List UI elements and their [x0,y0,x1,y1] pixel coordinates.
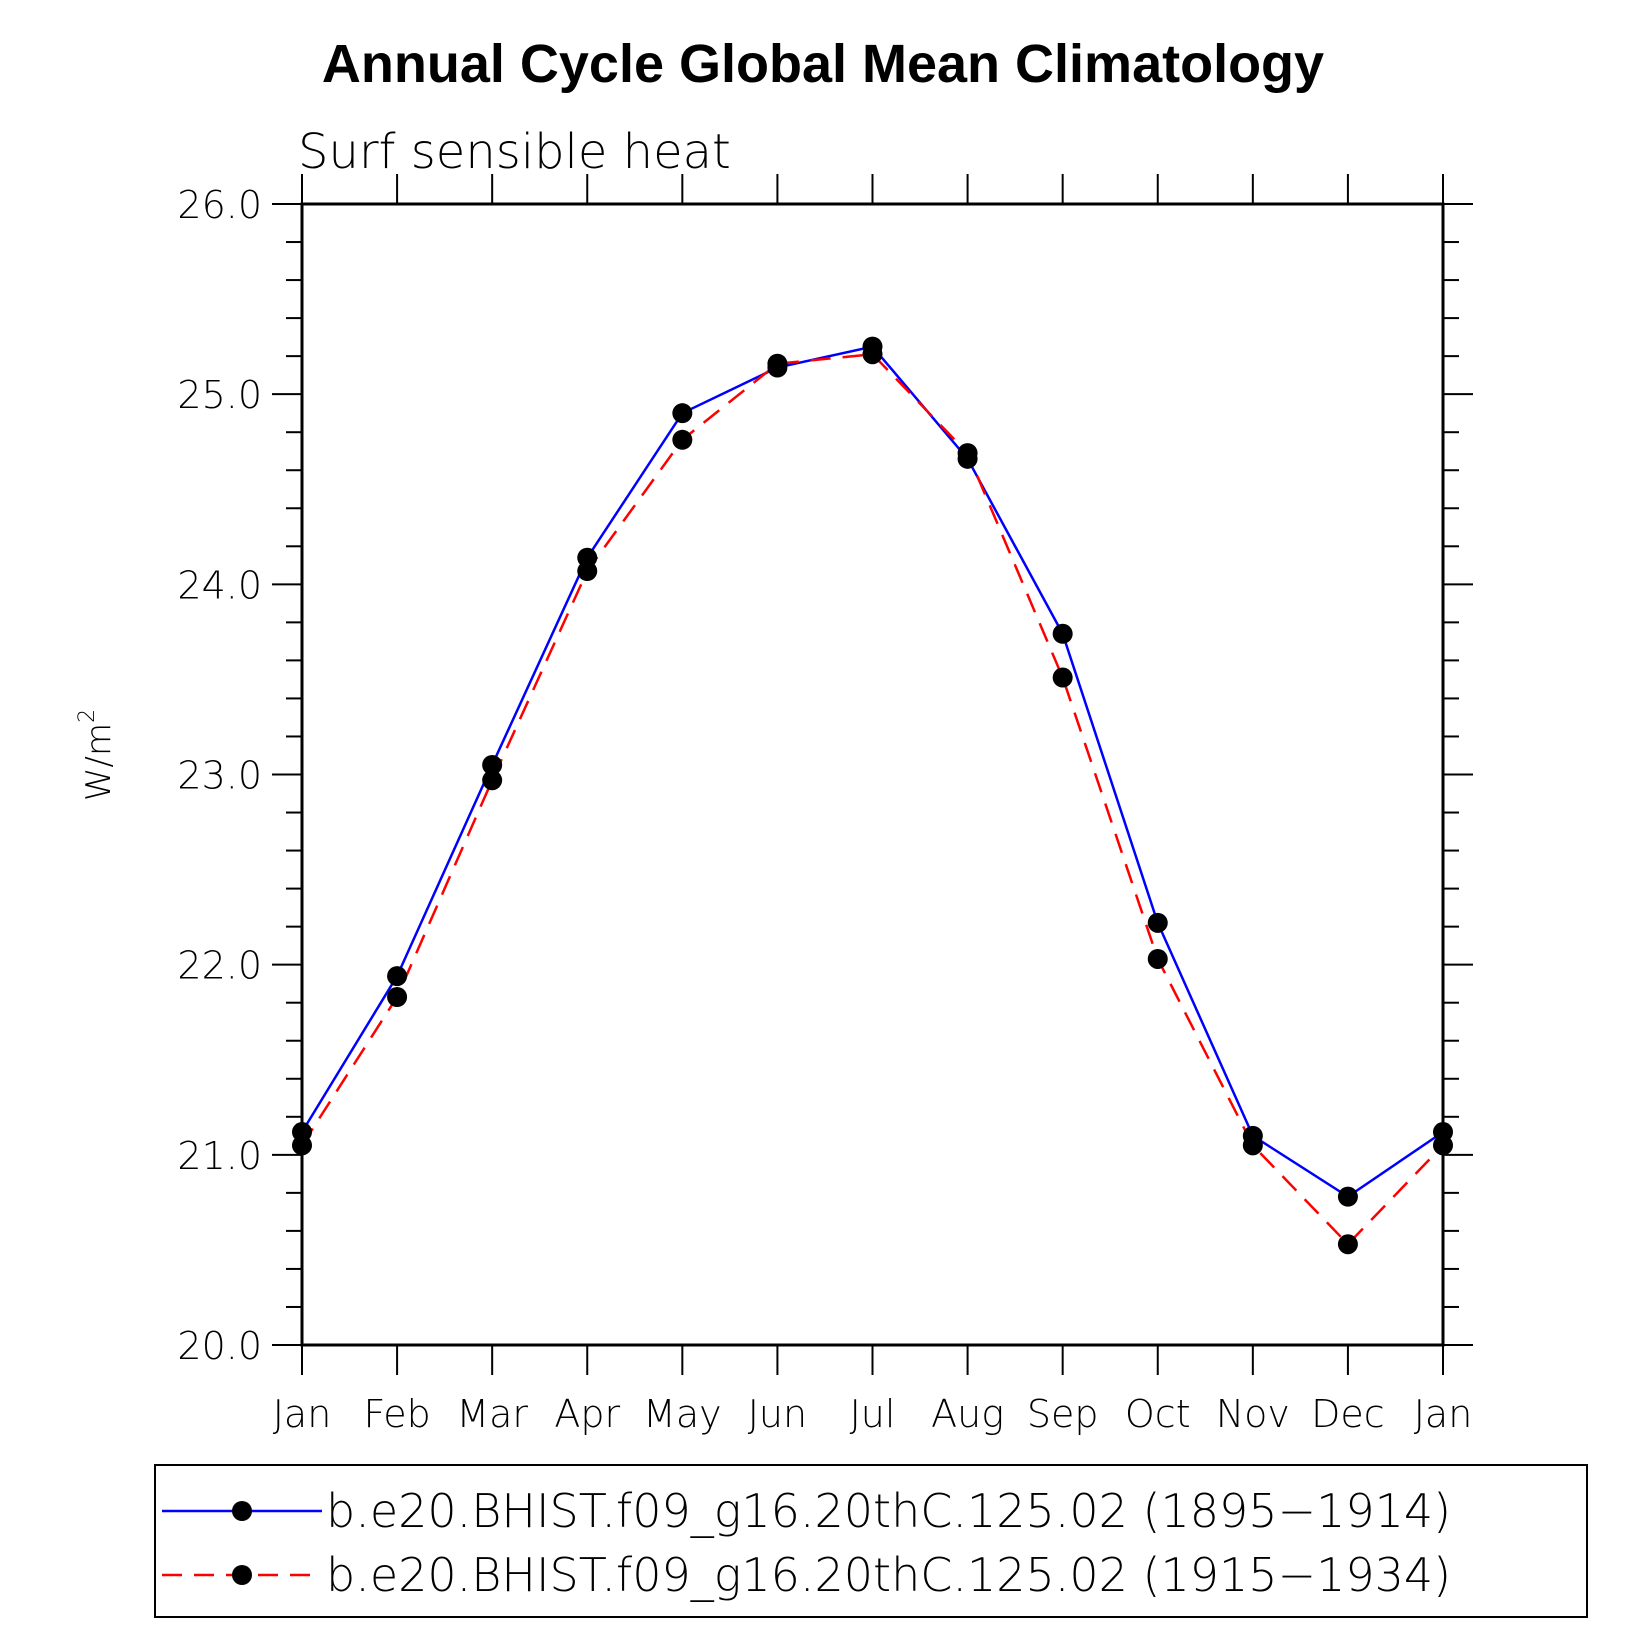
plot-frame [300,202,1445,1347]
series-2-point [957,443,978,464]
x-tick-label: Jan [1414,1392,1473,1436]
series-2-point [672,429,693,450]
x-tick-label: Jan [273,1392,332,1436]
legend-marker-1 [232,1501,252,1521]
series-1-point [482,754,503,775]
series-2-point [482,770,503,791]
series-line-1 [300,345,1444,1199]
series-2-point [1337,1234,1358,1255]
chart-subtitle: Surf sensible heat [298,124,731,180]
svg-text:W/m2: W/m2 [75,709,119,801]
x-tick-label: Dec [1311,1392,1385,1436]
x-tick-label: Jun [748,1392,807,1436]
y-tick-label: 26.0 [177,183,262,227]
series-line-2 [300,352,1444,1247]
series-1-point [1052,623,1073,644]
x-tick-label: Feb [363,1392,430,1436]
x-tick-label: Jul [850,1392,896,1436]
y-tick-label: 25.0 [177,373,262,417]
y-axis-label: W/m2 [75,709,119,801]
x-tick-label: Nov [1216,1392,1290,1436]
y-tick-label: 24.0 [177,563,262,607]
x-tick-label: May [643,1392,722,1436]
series-2-point [387,986,408,1007]
series-1-point [387,966,408,987]
y-axis-label-superscript: 2 [75,709,100,723]
x-tick-label: Mar [456,1392,528,1436]
legend: b.e20.BHIST.f09_g16.20thC.125.02 (1895−1… [162,1484,1451,1602]
series-1-point [672,403,693,424]
legend-box [154,1464,1588,1618]
chart-title: Annual Cycle Global Mean Climatology [322,34,1324,94]
series-1-point [1337,1186,1358,1207]
legend-marker-2 [232,1565,252,1585]
y-axis-label-text: W/m [79,723,119,801]
series-2-point [767,353,788,374]
series-2-point [1052,667,1073,688]
series-1-point [1147,912,1168,933]
x-tick-label: Apr [554,1392,620,1436]
y-tick-label: 21.0 [177,1134,262,1178]
series-layer [292,336,1453,1255]
series-2-point [1433,1135,1453,1156]
y-tick-label: 20.0 [177,1324,262,1368]
series-2-point [292,1135,312,1156]
x-tick-label: Aug [931,1392,1004,1436]
y-tick-label: 22.0 [177,944,262,988]
legend-label-1: b.e20.BHIST.f09_g16.20thC.125.02 (1895−1… [326,1484,1451,1538]
series-2-point [1242,1135,1263,1156]
plot-axes: 20.0 21.0 22.0 23.0 24.0 25.0 26.0 Jan Feb Mar Apr… [177,174,1473,1436]
x-tick-label: Sep [1027,1392,1099,1436]
y-tick-label: 23.0 [177,754,262,798]
legend-label-2: b.e20.BHIST.f09_g16.20thC.125.02 (1915−1… [326,1548,1451,1602]
series-2-point [862,344,883,365]
series-2-point [577,561,598,582]
series-2-point [1147,948,1168,969]
x-tick-label: Oct [1125,1392,1191,1436]
